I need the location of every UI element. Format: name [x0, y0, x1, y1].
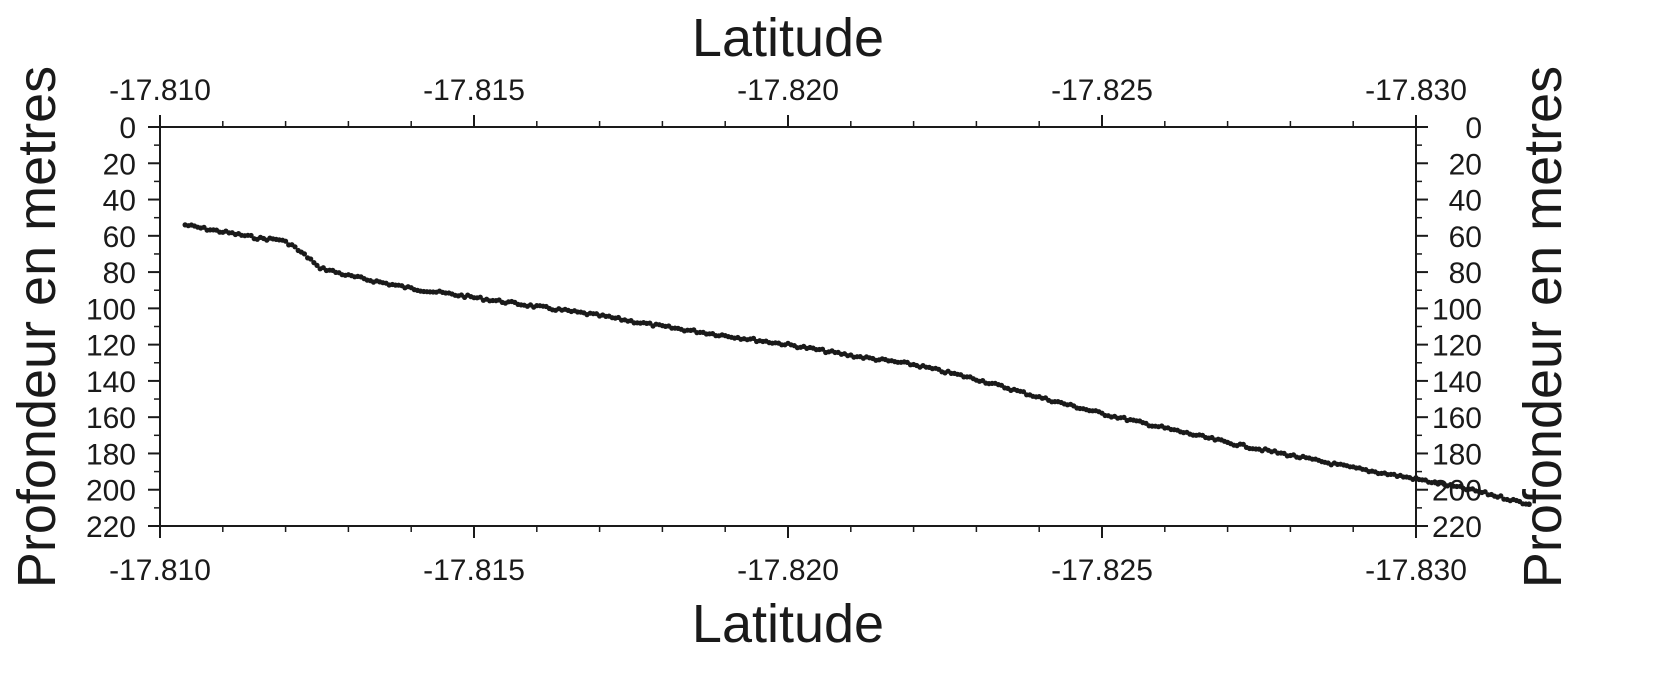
x-tick-label-top: -17.810 [109, 74, 211, 107]
x-axis-title-top: Latitude [692, 8, 884, 68]
y-tick-label-left: 160 [86, 402, 136, 435]
x-tick-label-top: -17.830 [1365, 74, 1467, 107]
tick-labels: -17.810 -17.810 -17.815 -17.815 -17.820 -17.8… [86, 74, 1482, 587]
x-tick-label-top: -17.825 [1051, 74, 1153, 107]
y-tick-label-right: 220 [1432, 511, 1482, 544]
data-point [314, 262, 320, 268]
y-tick-label-left: 80 [103, 257, 136, 290]
y-tick-label-right: 20 [1449, 148, 1482, 181]
x-axis-title-bottom: Latitude [692, 594, 884, 654]
x-tick-label-top: -17.815 [423, 74, 525, 107]
y-tick-label-right: 140 [1432, 366, 1482, 399]
x-tick-label-top: -17.820 [737, 74, 839, 107]
x-tick-label-bottom: -17.820 [737, 554, 839, 587]
data-point [819, 346, 826, 352]
data-point [1526, 501, 1532, 508]
y-tick-label-right: 120 [1432, 330, 1482, 363]
y-tick-label-left: 60 [103, 221, 136, 254]
y-tick-label-left: 40 [103, 185, 136, 218]
y-tick-label-right: 80 [1449, 257, 1482, 290]
y-tick-label-left: 140 [86, 366, 136, 399]
data-point [248, 232, 254, 239]
y-tick-label-right: 160 [1432, 402, 1482, 435]
x-tick-label-bottom: -17.830 [1365, 554, 1467, 587]
data-point [1498, 493, 1504, 499]
data-point [301, 251, 307, 257]
y-tick-label-left: 120 [86, 330, 136, 363]
y-tick-label-left: 0 [119, 112, 136, 145]
y-tick-label-right: 100 [1432, 293, 1482, 326]
y-tick-label-right: 40 [1449, 185, 1482, 218]
axis-ticks [148, 115, 1428, 538]
y-tick-label-right: 0 [1465, 112, 1482, 145]
x-tick-label-bottom: -17.815 [423, 554, 525, 587]
y-tick-label-right: 180 [1432, 438, 1482, 471]
y-axis-title-left: Profondeur en metres [7, 66, 67, 588]
y-axis-title-right: Profondeur en metres [1513, 66, 1573, 588]
y-tick-label-right: 60 [1449, 221, 1482, 254]
data-point [292, 244, 298, 250]
y-tick-label-left: 220 [86, 511, 136, 544]
plot-frame [159, 126, 1417, 527]
y-tick-label-left: 100 [86, 293, 136, 326]
y-tick-label-left: 200 [86, 475, 136, 508]
data-points [182, 222, 1532, 508]
x-tick-label-bottom: -17.825 [1051, 554, 1153, 587]
x-tick-label-bottom: -17.810 [109, 554, 211, 587]
data-point [308, 256, 314, 262]
y-tick-label-left: 180 [86, 438, 136, 471]
y-tick-label-left: 20 [103, 148, 136, 181]
data-point [283, 238, 289, 244]
